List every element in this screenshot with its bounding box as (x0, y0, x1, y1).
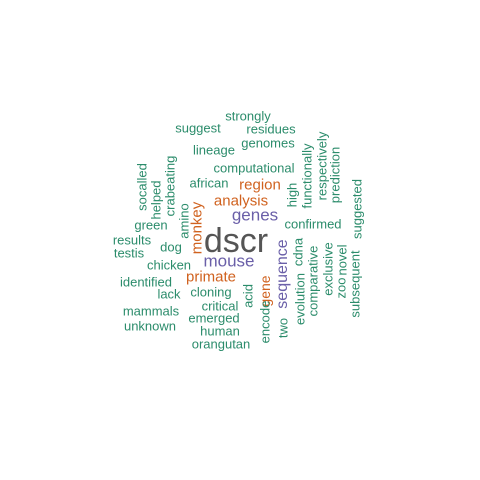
word-testis: testis (113, 245, 145, 261)
word-orangutan: orangutan (191, 336, 251, 352)
word-suggest: suggest (175, 120, 221, 136)
word-subsequent: subsequent (347, 250, 363, 318)
word-acid: acid (240, 284, 256, 308)
word-high: high (284, 182, 300, 208)
word-strongly: strongly (225, 108, 271, 124)
word-functionally: functionally (299, 143, 315, 209)
word-sequence: sequence (274, 239, 291, 309)
word-dscr: dscr (203, 222, 269, 260)
word-residues: residues (246, 121, 296, 137)
word-chicken: chicken (146, 257, 192, 273)
word-two: two (275, 317, 291, 339)
word-lack: lack (157, 286, 181, 302)
word-prediction: prediction (327, 146, 343, 204)
word-monkey: monkey (188, 201, 206, 255)
word-cloning: cloning (190, 284, 232, 300)
word-genes: genes (231, 205, 279, 225)
word-mouse: mouse (203, 251, 255, 271)
word-crabeating: crabeating (162, 155, 178, 217)
word-amino: amino (176, 203, 192, 239)
word-helped: helped (148, 180, 164, 220)
word-confirmed: confirmed (284, 216, 342, 232)
word-lineage: lineage (193, 142, 235, 158)
word-unknown: unknown (123, 318, 177, 334)
word-socalled: socalled (134, 163, 150, 211)
word-suggested: suggested (349, 179, 365, 239)
word-african: african (189, 175, 229, 191)
word-analysis: analysis (213, 192, 269, 210)
word-human: human (200, 323, 240, 339)
word-encode: encode (257, 300, 273, 344)
word-results: results (112, 232, 152, 248)
word-critical: critical (201, 298, 239, 314)
word-green: green (134, 217, 168, 233)
word-zoo: zoo (333, 277, 349, 299)
word-computational: computational (213, 160, 295, 176)
word-mammals: mammals (122, 303, 180, 319)
word-genomes: genomes (241, 135, 295, 151)
word-region: region (239, 176, 281, 194)
word-emerged: emerged (188, 310, 240, 326)
word-identified: identified (119, 274, 173, 290)
word-cdna: cdna (290, 237, 306, 267)
word-comparative: comparative (305, 245, 321, 317)
word-dog: dog (160, 239, 182, 255)
word-primate: primate (185, 268, 237, 286)
